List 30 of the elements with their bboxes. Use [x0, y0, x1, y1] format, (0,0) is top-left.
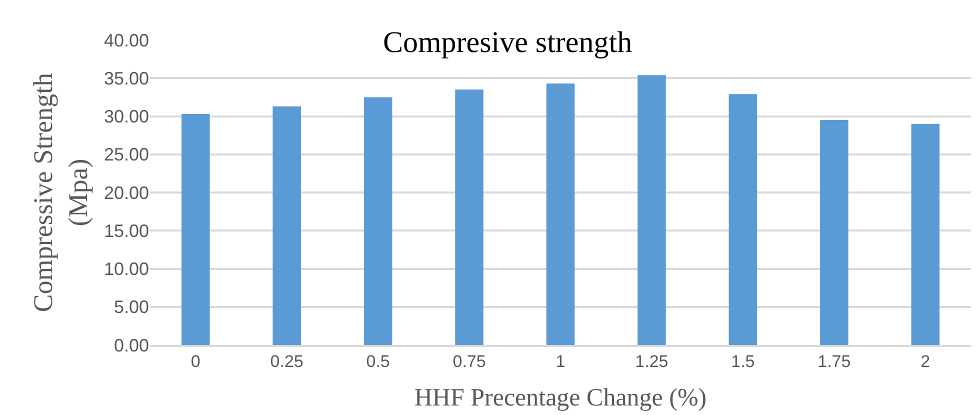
bar [638, 75, 666, 345]
y-tick-label: 10.00 [104, 259, 149, 280]
y-tick-label: 30.00 [104, 106, 149, 127]
x-tick-label: 1.5 [731, 352, 755, 372]
bar [364, 97, 392, 345]
y-tick-label: 25.00 [104, 144, 149, 165]
bar [272, 106, 301, 345]
x-tick-label: 0 [190, 352, 200, 372]
y-tick-label: 35.00 [104, 68, 149, 88]
bar [728, 94, 758, 345]
x-axis-title: HHF Precentage Change (%) [414, 384, 707, 412]
bar [181, 114, 210, 345]
y-tick-label: 5.00 [114, 297, 149, 318]
bar [820, 120, 848, 345]
y-tick-label: 15.00 [104, 220, 149, 241]
y-tick-label: 40.00 [104, 30, 149, 50]
x-tick-label: 0.5 [366, 352, 390, 372]
bar [455, 90, 484, 345]
bar [911, 124, 940, 345]
y-axis-title: Compressive Strength (Mpa) [28, 72, 94, 312]
x-tick-label: 0.25 [270, 352, 304, 372]
x-tick-label: 1.25 [635, 352, 668, 372]
y-tick-label: 0.00 [114, 335, 149, 356]
bar [546, 83, 575, 345]
y-tick-label: 20.00 [104, 182, 149, 203]
x-tick-label: 1.75 [818, 352, 851, 372]
x-tick-label: 2 [920, 352, 930, 372]
x-tick-label: 0.75 [452, 352, 486, 372]
chart-title: Compresive strength [382, 26, 632, 59]
x-tick-label: 1 [556, 352, 566, 372]
